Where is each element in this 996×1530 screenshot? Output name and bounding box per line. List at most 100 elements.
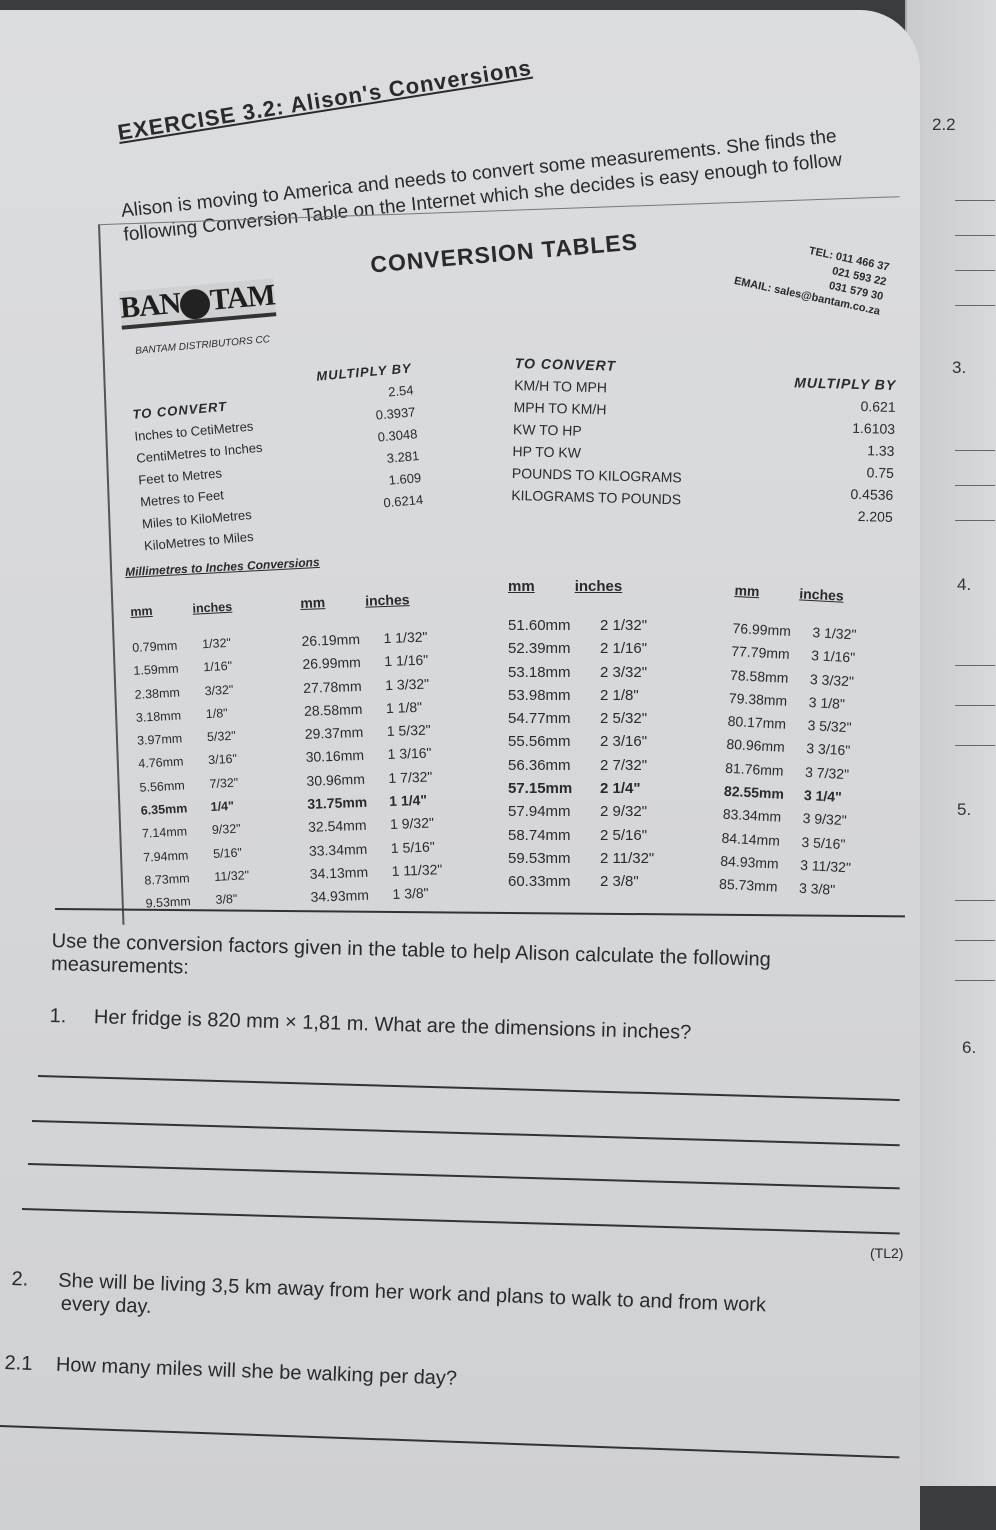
column-header: mm inches: [508, 578, 654, 595]
mm-value: 51.60mm: [508, 617, 571, 634]
inch-value: 3 1/4": [803, 786, 843, 805]
inch-value: 1 3/16": [387, 744, 432, 763]
inch-value: 1 1/8": [385, 698, 423, 716]
inch-value: 1 1/32": [383, 628, 428, 647]
header-mm: mm: [508, 578, 535, 595]
inch-value: 3 3/32": [809, 670, 855, 689]
inch-value: 2 1/32": [600, 617, 648, 634]
table-row: 55.56mm 2 3/16": [508, 733, 654, 756]
inch-value: 3/16": [207, 752, 238, 768]
inch-value: 1 5/16": [390, 838, 436, 856]
mm-value: 85.73mm: [718, 875, 778, 895]
inch-value: 2 5/16": [600, 826, 648, 844]
table-row: 60.33mm 2 3/8": [508, 873, 654, 896]
mm-value: 55.56mm: [508, 733, 571, 751]
inch-value: 1 11/32": [391, 861, 443, 879]
conversion-factor: 0.4536: [850, 485, 894, 503]
inch-value: 2 1/4": [600, 780, 641, 798]
inch-value: 2 3/16": [600, 733, 648, 751]
mm-value: 53.98mm: [508, 686, 571, 704]
question-number: 1.: [49, 1005, 67, 1028]
header-mm: mm: [734, 582, 760, 600]
inch-value: 3 7/32": [804, 763, 850, 783]
inch-value: 3 1/8": [808, 693, 846, 712]
mm-value: 53.18mm: [508, 663, 571, 681]
mm-column: mm inches 0.79mm 1/32" 1.59mm 1/16" 2.38mm 3/32…: [130, 600, 251, 921]
inch-value: 1 7/32": [388, 768, 433, 786]
table-row: 53.98mm 2 1/8": [508, 687, 654, 710]
table-row: 59.53mm 2 11/32": [508, 850, 654, 873]
margin-number: 2.2: [932, 115, 956, 134]
mm-value: 31.75mm: [307, 793, 368, 812]
inch-value: 3 5/16": [801, 833, 846, 852]
inch-value: 3 3/8": [798, 880, 836, 898]
inch-value: 5/16": [212, 845, 243, 861]
inch-value: 2 1/8": [600, 686, 639, 704]
mm-value: 57.15mm: [508, 780, 573, 798]
header-inches: inches: [798, 585, 845, 604]
inch-value: 3 1/32": [812, 624, 857, 643]
inch-value: 1/16": [203, 659, 233, 675]
inch-value: 5/32": [206, 728, 237, 745]
mm-value: 26.99mm: [302, 654, 362, 673]
inch-value: 3 9/32": [802, 810, 847, 829]
inch-value: 2 9/32": [600, 803, 648, 821]
inch-value: 1/4": [210, 798, 235, 815]
mm-value: 60.33mm: [508, 873, 571, 891]
conversion-factor: 0.75: [866, 464, 895, 481]
table-row: 51.60mm 2 1/32": [508, 617, 654, 640]
column-header: mm inches: [300, 590, 433, 611]
mm-column: mm inches 76.99mm 3 1/32" 77.79mm 3 1/16" 78.5…: [718, 582, 865, 906]
inch-value: 11/32": [213, 868, 250, 884]
inch-value: 2 7/32": [600, 756, 648, 774]
conversion-factor: 2.205: [857, 508, 893, 525]
mark-label: (TL2): [870, 1245, 904, 1261]
table-row: 58.74mm 2 5/16": [508, 827, 654, 850]
inch-value: 2 3/32": [600, 663, 648, 681]
table-row: 53.18mm 2 3/32": [508, 664, 654, 687]
header-mm: mm: [130, 603, 153, 619]
inch-value: 1/32": [201, 635, 232, 652]
inch-value: 1 3/8": [392, 884, 429, 903]
mm-value: 32.54mm: [307, 817, 367, 836]
worksheet-page: [0, 10, 920, 1530]
table-row: 34.93mm 1 3/8": [310, 884, 443, 912]
inch-value: 3 3/16": [805, 740, 851, 759]
inch-value: 1 3/32": [384, 675, 430, 693]
mm-value: 54.77mm: [508, 710, 571, 728]
inch-value: 3/32": [204, 682, 234, 698]
inch-value: 2 3/8": [600, 873, 639, 891]
inch-value: 1 5/32": [386, 721, 431, 740]
mm-value: 56.36mm: [508, 756, 571, 774]
margin-number: 4.: [957, 575, 972, 594]
inch-value: 3 11/32": [799, 856, 852, 876]
header-multiply: MULTIPLY BY: [794, 374, 897, 393]
inch-value: 1 1/16": [384, 651, 429, 670]
mm-value: 52.39mm: [508, 640, 571, 658]
mm-value: 27.78mm: [302, 677, 362, 696]
margin-number: 3.: [952, 358, 967, 377]
inch-value: 2 5/32": [600, 710, 648, 728]
margin-number: 6.: [962, 1038, 977, 1057]
table-row: 56.36mm 2 7/32": [508, 757, 654, 780]
inch-value: 2 11/32": [600, 849, 655, 867]
inch-value: 3 1/16": [810, 647, 856, 666]
mm-value: 29.37mm: [304, 724, 364, 743]
mm-value: 57.94mm: [508, 803, 571, 821]
mm-column: mm inches 26.19mm 1 1/32" 26.99mm 1 1/16" 27.7…: [300, 590, 444, 912]
inch-value: 3/8": [215, 892, 238, 908]
inch-value: 1 9/32": [389, 814, 435, 833]
header-inches: inches: [364, 591, 410, 609]
inch-value: 1/8": [205, 705, 228, 722]
conversion-factor: 1.6103: [852, 419, 896, 437]
question-number: 2.1: [4, 1352, 33, 1375]
inch-value: 9/32": [211, 821, 242, 838]
rooster-icon: [179, 288, 212, 321]
mm-value: 59.53mm: [508, 849, 571, 867]
mm-value: 30.16mm: [305, 747, 365, 766]
inch-value: 2 1/16": [600, 640, 648, 658]
header-inches: inches: [192, 599, 233, 616]
header-mm: mm: [300, 594, 326, 611]
inch-value: 3 5/32": [807, 717, 852, 736]
margin-number: 5.: [957, 800, 972, 819]
